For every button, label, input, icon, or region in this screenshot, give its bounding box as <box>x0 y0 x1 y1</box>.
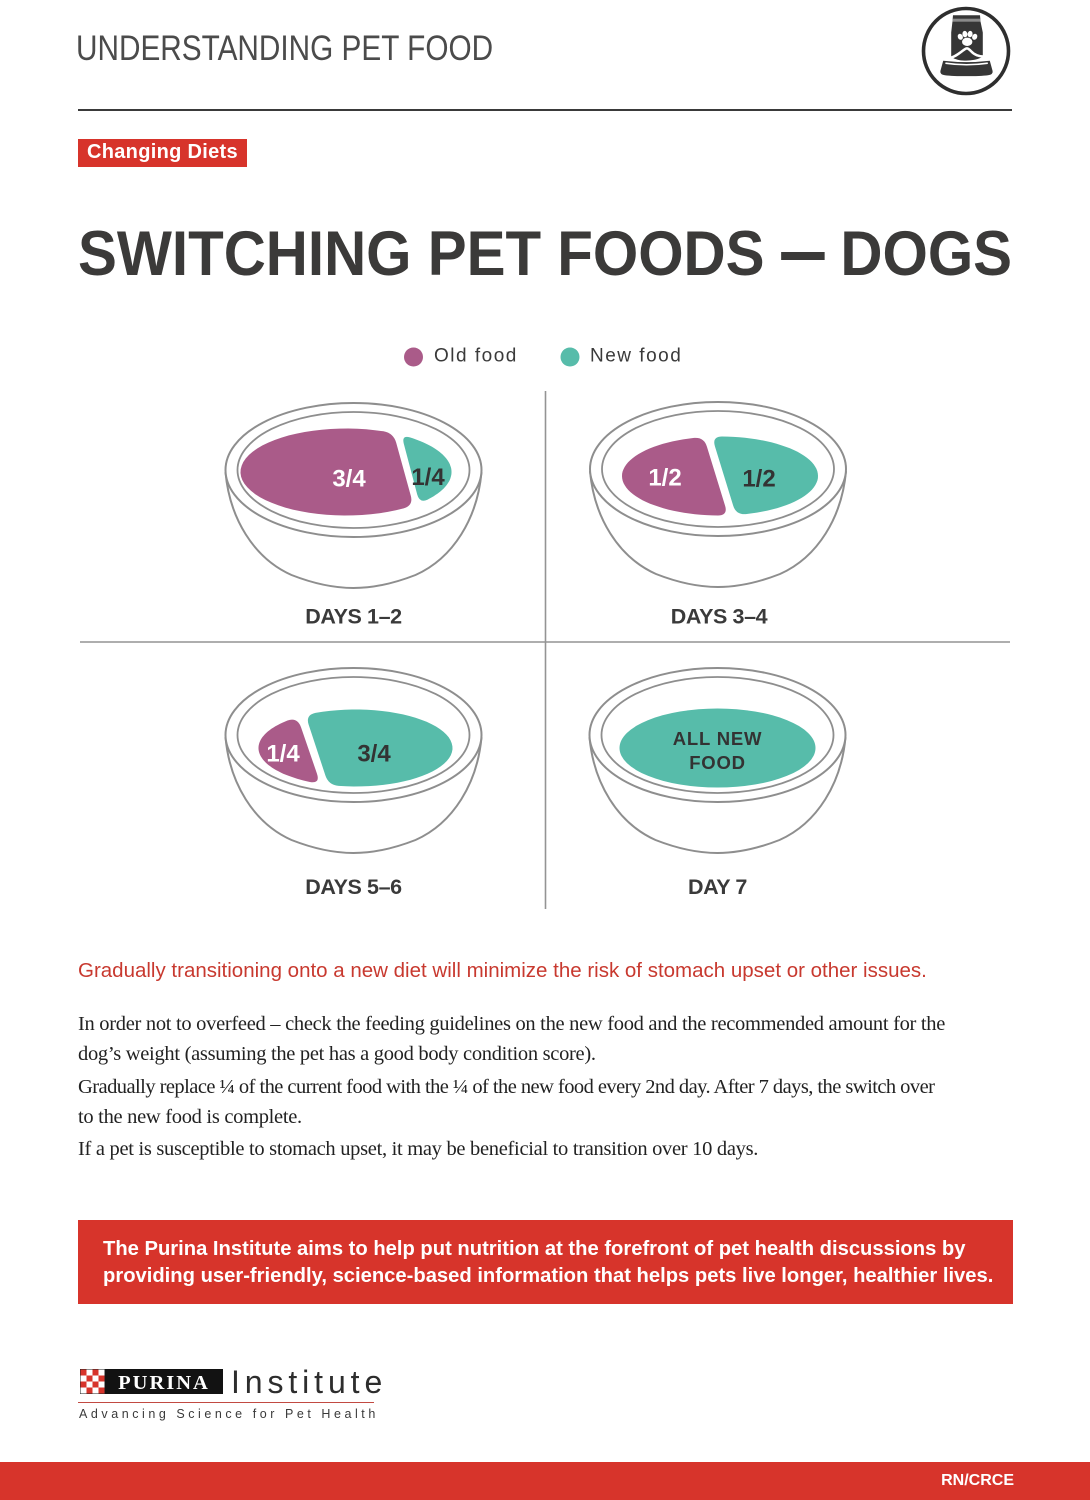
svg-text:1/4: 1/4 <box>411 464 445 491</box>
svg-text:Old food: Old food <box>434 346 518 367</box>
svg-text:PURINA: PURINA <box>118 1372 210 1394</box>
svg-text:DAYS 5–6: DAYS 5–6 <box>305 875 402 899</box>
svg-text:New food: New food <box>590 346 682 367</box>
svg-text:3/4: 3/4 <box>357 741 391 768</box>
svg-text:1/2: 1/2 <box>648 465 681 492</box>
svg-text:ALL NEW: ALL NEW <box>673 728 763 749</box>
svg-text:FOOD: FOOD <box>689 752 746 773</box>
svg-text:3/4: 3/4 <box>332 466 366 493</box>
svg-text:DAYS 3–4: DAYS 3–4 <box>671 605 768 629</box>
svg-text:1/4: 1/4 <box>266 741 300 768</box>
svg-text:DAY 7: DAY 7 <box>688 875 747 899</box>
svg-text:1/2: 1/2 <box>742 466 775 493</box>
svg-text:DAYS 1–2: DAYS 1–2 <box>305 605 402 629</box>
